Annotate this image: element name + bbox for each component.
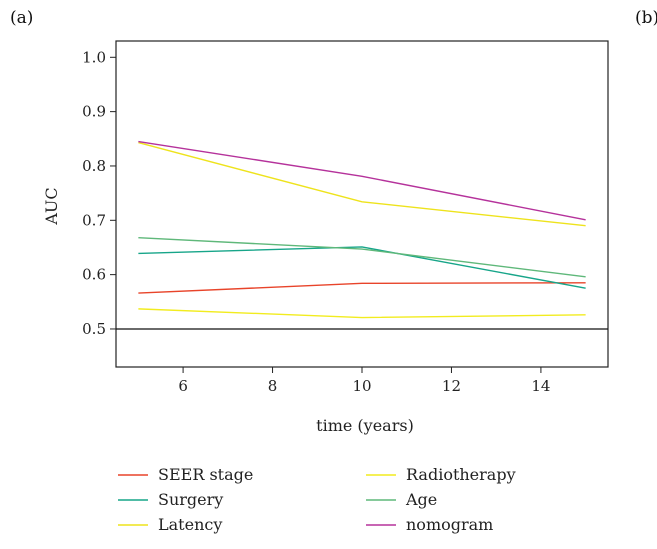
y-tick-label: 0.6	[82, 266, 106, 284]
y-axis-title: AUC	[42, 187, 61, 225]
legend-label: Radiotherapy	[406, 465, 516, 484]
y-tick-label: 0.8	[82, 157, 106, 175]
series-line-surgery	[138, 246, 586, 289]
x-axis-title: time (years)	[316, 416, 414, 435]
y-tick-label: 1.0	[82, 48, 106, 66]
panel-label-b: (b)	[635, 8, 657, 28]
x-tick-label: 12	[442, 377, 461, 395]
series-line-age	[138, 236, 586, 278]
series-line-seer-stage	[138, 282, 586, 294]
legend-label: Age	[405, 490, 437, 509]
y-tick-label: 0.5	[82, 320, 106, 338]
x-tick-label: 8	[268, 377, 278, 395]
x-tick-label: 6	[178, 377, 188, 395]
series-line-nomogram	[138, 140, 586, 221]
y-axis: 0.5 0.6 0.7 0.8 0.9 1.0	[82, 48, 116, 338]
plot-area	[115, 40, 609, 368]
x-axis: 6 8 10 12 14	[178, 367, 550, 395]
series-line-radiotherapy	[138, 308, 586, 319]
y-tick-label: 0.7	[82, 211, 106, 229]
legend: SEER stage Radiotherapy Surgery Age Latency n…	[118, 465, 516, 534]
y-tick-label: 0.9	[82, 103, 106, 121]
panel-label-a: (a)	[10, 8, 34, 28]
x-tick-label: 14	[531, 377, 550, 395]
legend-label: Latency	[158, 515, 222, 534]
legend-label: nomogram	[406, 515, 493, 534]
legend-label: Surgery	[158, 490, 223, 509]
x-tick-label: 10	[352, 377, 371, 395]
legend-label: SEER stage	[158, 465, 253, 484]
series-line-latency	[138, 141, 586, 227]
